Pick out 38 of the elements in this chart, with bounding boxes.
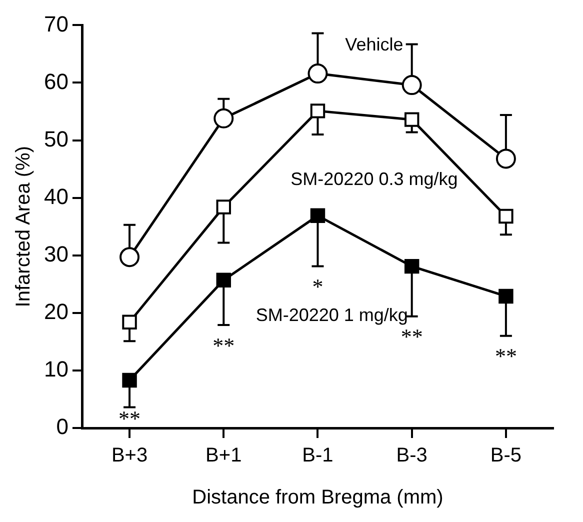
point	[120, 247, 140, 268]
y-tick-label: 30	[44, 241, 68, 266]
point	[498, 288, 514, 304]
annotation: **	[212, 332, 235, 358]
point	[216, 272, 231, 288]
point	[310, 104, 326, 118]
series-label: SM-20220 1 mg/kg	[256, 304, 408, 325]
y-tick-label: 10	[44, 356, 68, 382]
y-tick-label: 60	[44, 68, 68, 94]
point	[404, 112, 420, 127]
annotation: **	[118, 406, 141, 431]
y-axis-title: Infarcted Area (%)	[12, 146, 35, 308]
x-tick-label: B+3	[111, 444, 148, 467]
y-tick-label: 70	[44, 11, 68, 36]
series-label: SM-20220 0.3 mg/kg	[290, 168, 458, 189]
x-tick-label: B-3	[396, 444, 428, 467]
point	[498, 208, 514, 224]
point	[404, 258, 420, 274]
point	[216, 200, 231, 214]
point	[214, 108, 234, 128]
point	[308, 64, 328, 84]
series-label: Vehicle	[345, 34, 404, 54]
point	[496, 148, 516, 169]
x-tick-label: B-1	[302, 444, 334, 467]
annotation: **	[400, 324, 423, 350]
point	[122, 372, 137, 388]
point	[310, 208, 326, 224]
annotation: *	[312, 274, 324, 300]
x-axis-title: Distance from Bregma (mm)	[192, 486, 444, 509]
point	[122, 314, 137, 330]
x-tick-label: B+1	[206, 444, 242, 467]
y-tick-label: 0	[56, 414, 68, 440]
y-tick-label: 50	[44, 126, 68, 152]
point	[402, 75, 422, 96]
annotation: **	[494, 344, 517, 369]
x-tick-label: B-5	[490, 444, 522, 467]
y-tick-label: 40	[44, 184, 68, 209]
y-tick-label: 20	[44, 298, 68, 324]
